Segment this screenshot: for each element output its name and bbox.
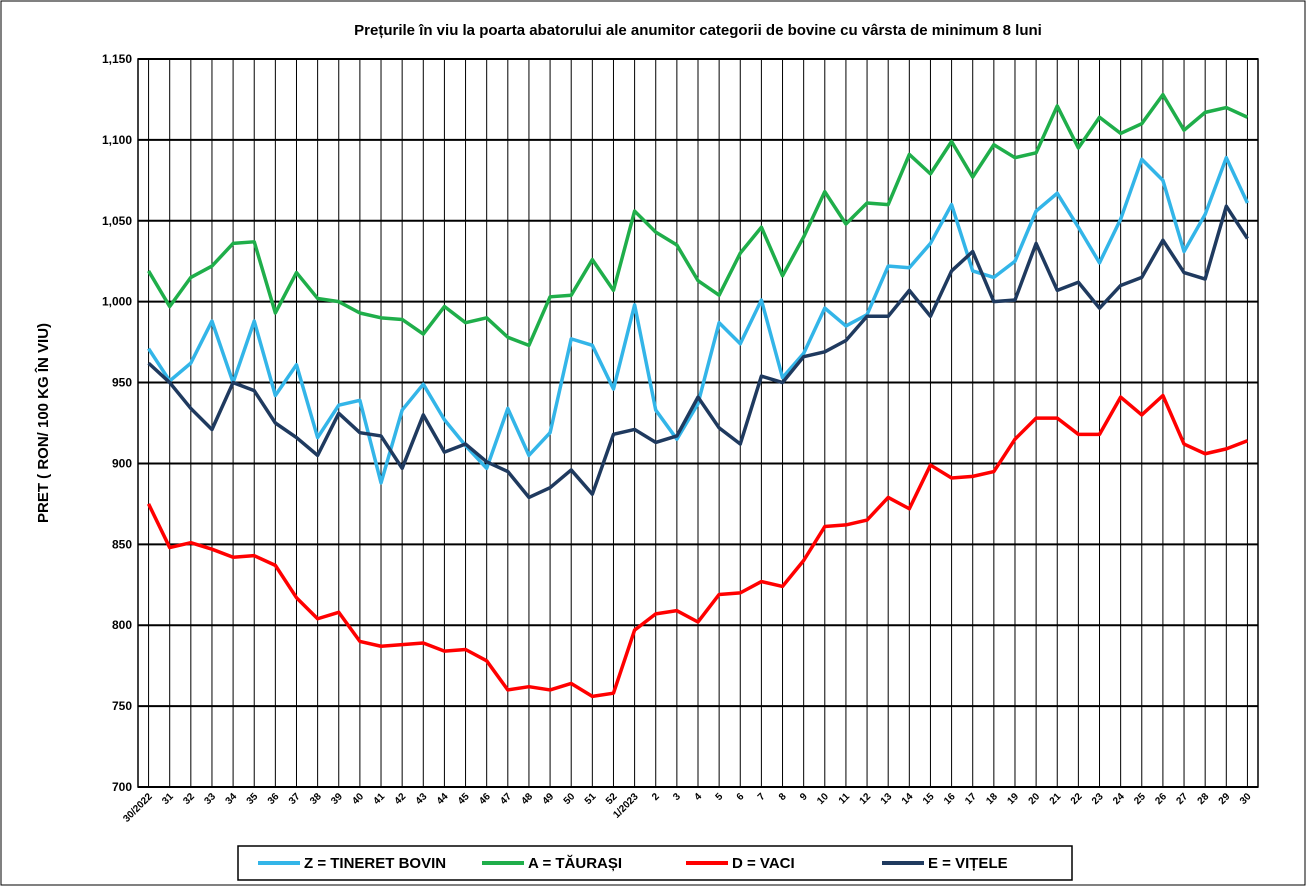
y-tick-label: 900 [112,456,132,470]
y-tick-label: 1,150 [102,52,132,66]
y-tick-label: 1,050 [102,214,132,228]
legend-label: Z = TINERET BOVIN [304,855,446,872]
series-line [147,155,1250,485]
series-line [147,204,1249,500]
y-axis-label: PRET ( RON/ 100 KG ÎN VIU) [34,323,52,523]
series-line [147,92,1249,348]
chart-title: Prețurile în viu la poarta abatorului al… [354,22,1042,39]
legend-box [237,845,1073,881]
y-tick-label: 1,000 [102,295,132,309]
y-tick-label: 1,100 [102,133,132,147]
y-tick-label: 700 [112,780,132,794]
legend-label: E = VIȚELE [928,855,1008,872]
y-tick-label: 800 [112,618,132,632]
plot-border [137,58,1259,788]
legend-label: A = TĂURAȘI [528,855,622,872]
series-line [146,393,1249,699]
y-tick-label: 850 [112,537,132,551]
y-tick-label: 950 [112,376,132,390]
y-tick-label: 750 [112,699,132,713]
legend-label: D = VACI [732,855,795,872]
